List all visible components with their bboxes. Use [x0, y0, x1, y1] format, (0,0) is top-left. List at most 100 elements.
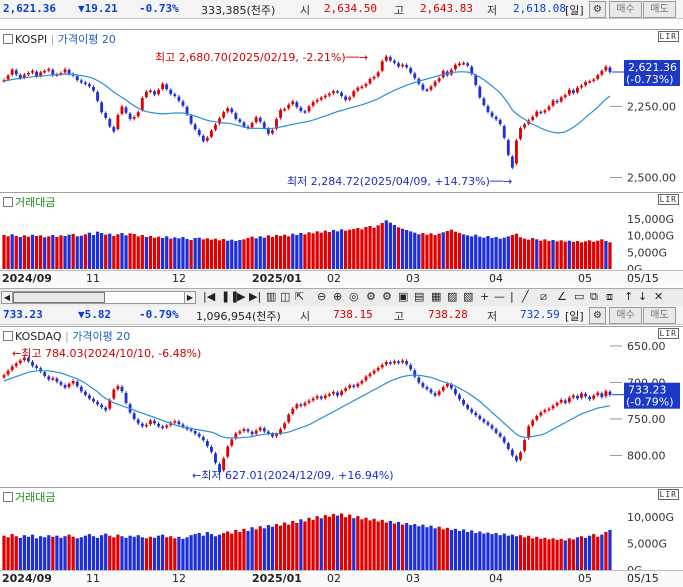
first-icon[interactable]: |◀ — [203, 290, 216, 303]
candle-body — [441, 386, 445, 391]
scroll-right-icon[interactable]: ▶ — [184, 291, 196, 304]
kospi-sell-button[interactable]: 매도 — [643, 1, 676, 18]
candle-body — [490, 425, 494, 429]
collapse-box-icon[interactable] — [3, 197, 13, 207]
candle-body — [393, 361, 396, 364]
candle-body — [547, 106, 551, 110]
hline-icon[interactable]: — — [494, 290, 505, 303]
candle-body — [287, 414, 291, 423]
candle-body — [494, 429, 498, 433]
volume-bar — [165, 236, 169, 269]
candle-body — [580, 85, 583, 88]
kospi-lir-icon[interactable]: LIR — [657, 31, 679, 42]
candle-body — [31, 361, 34, 366]
kospi-price-pane[interactable]: KOSPI | 가격이평 20 LIR 2,500.00 2,250.00 2,62… — [0, 29, 683, 193]
volume-bar — [18, 537, 22, 570]
save-icon[interactable]: ▧ — [463, 290, 474, 303]
up-icon[interactable]: ↑ — [624, 290, 634, 303]
candle-body — [523, 440, 526, 451]
crosshair-icon[interactable]: + — [480, 290, 490, 303]
kosdaq-period[interactable]: [일] — [565, 310, 584, 323]
kosdaq-gear-icon[interactable]: ⚙ — [589, 307, 606, 324]
scrollbar-thumb[interactable] — [13, 292, 105, 303]
candle-body — [92, 398, 95, 402]
volume-bar — [449, 529, 453, 570]
down-icon[interactable]: ↓ — [638, 290, 648, 303]
moving-average-line — [3, 370, 611, 439]
candle-body — [437, 78, 441, 82]
candle-body — [279, 429, 282, 434]
text-tool-icon[interactable]: ⧉ — [590, 290, 598, 303]
collapse-box-icon[interactable] — [3, 331, 13, 341]
candle-body — [266, 128, 270, 134]
candle-body — [165, 425, 169, 428]
vline-icon[interactable]: | — [510, 290, 514, 303]
candle-body — [551, 405, 555, 409]
volume-bar — [217, 534, 222, 570]
chart-type-icon[interactable]: ▥ — [266, 290, 277, 303]
kosdaq-vol-lir-icon[interactable]: LIR — [657, 489, 679, 500]
axis-label-05: 05 — [578, 272, 592, 285]
kospi-buy-button[interactable]: 매수 — [609, 1, 642, 18]
volume-bar — [551, 240, 555, 269]
volume-bar — [6, 236, 10, 269]
fan-icon[interactable]: ∠ — [557, 290, 567, 303]
kosdaq-lir-icon[interactable]: LIR — [657, 328, 679, 339]
pause-icon[interactable]: ❚❚ — [221, 290, 240, 303]
candle-body — [14, 70, 18, 75]
candle-body — [307, 106, 311, 112]
config-icon[interactable]: ⚙ — [366, 290, 376, 303]
kospi-period[interactable]: [일] — [565, 4, 584, 17]
candle-body — [279, 109, 282, 118]
volume-bar — [604, 531, 608, 570]
volume-bar — [364, 517, 368, 570]
range-icon[interactable]: ⇱ — [295, 290, 305, 303]
collapse-box-icon[interactable] — [3, 34, 13, 44]
kosdaq-price-pane[interactable]: KOSDAQ | 가격이평 20 LIR 800.00750.00700.006… — [0, 326, 683, 488]
volume-bar — [283, 234, 287, 269]
candle-body — [413, 73, 417, 79]
compare-icon[interactable]: ◫ — [280, 290, 291, 303]
shape-icon[interactable]: ▭ — [574, 290, 585, 303]
volume-bar — [535, 536, 539, 570]
candle-body — [169, 89, 173, 94]
kospi-gear-icon[interactable]: ⚙ — [589, 1, 606, 18]
candle-body — [429, 86, 433, 90]
volume-bar — [287, 524, 291, 570]
volume-bar — [55, 237, 59, 269]
delete-icon[interactable]: ✕ — [654, 290, 664, 303]
grid-icon[interactable]: ▦ — [431, 290, 442, 303]
candle-body — [291, 101, 295, 105]
volume-bar — [543, 239, 547, 269]
play-icon[interactable]: ▶ — [237, 290, 246, 303]
zoom-out-icon[interactable]: ⊖ — [317, 290, 327, 303]
scroll-left-icon[interactable]: ◀ — [1, 291, 13, 304]
collapse-box-icon[interactable] — [3, 492, 13, 502]
candle-body — [238, 119, 242, 122]
candle-body — [271, 433, 274, 437]
kosdaq-volume-pane[interactable]: 거래대금 LIR 0G 5,000G 10,000G — [0, 487, 683, 571]
volume-bar — [197, 237, 201, 269]
table-icon[interactable]: ▤ — [414, 290, 425, 303]
scrollbar-track[interactable] — [12, 291, 196, 304]
volume-bar — [197, 533, 201, 570]
print-icon[interactable]: ▨ — [447, 290, 458, 303]
indicator-icon[interactable]: ⚙ — [382, 290, 392, 303]
last-icon[interactable]: ▶| — [249, 290, 262, 303]
volume-bar — [177, 238, 181, 269]
zoom-in-icon[interactable]: ⊕ — [333, 290, 343, 303]
volume-bar — [596, 536, 600, 570]
trendline-icon[interactable]: ╱ — [522, 290, 529, 303]
overlay-icon[interactable]: ▣ — [398, 290, 409, 303]
candle-body — [319, 97, 323, 100]
kospi-vol-lir-icon[interactable]: LIR — [657, 194, 679, 205]
volume-bar — [234, 241, 238, 269]
kospi-volume-pane[interactable]: 거래대금 LIR 0G 5,000G 10,000G 15,000G — [0, 192, 683, 271]
kosdaq-buy-button[interactable]: 매수 — [609, 307, 642, 324]
kosdaq-sell-button[interactable]: 매도 — [643, 307, 676, 324]
kospi-low-label: 저 — [487, 4, 498, 17]
fib-icon[interactable]: ⧄ — [540, 290, 547, 303]
candle-body — [144, 424, 148, 427]
reset-icon[interactable]: ◎ — [349, 290, 359, 303]
eraser-icon[interactable]: ⧈ — [606, 290, 613, 303]
